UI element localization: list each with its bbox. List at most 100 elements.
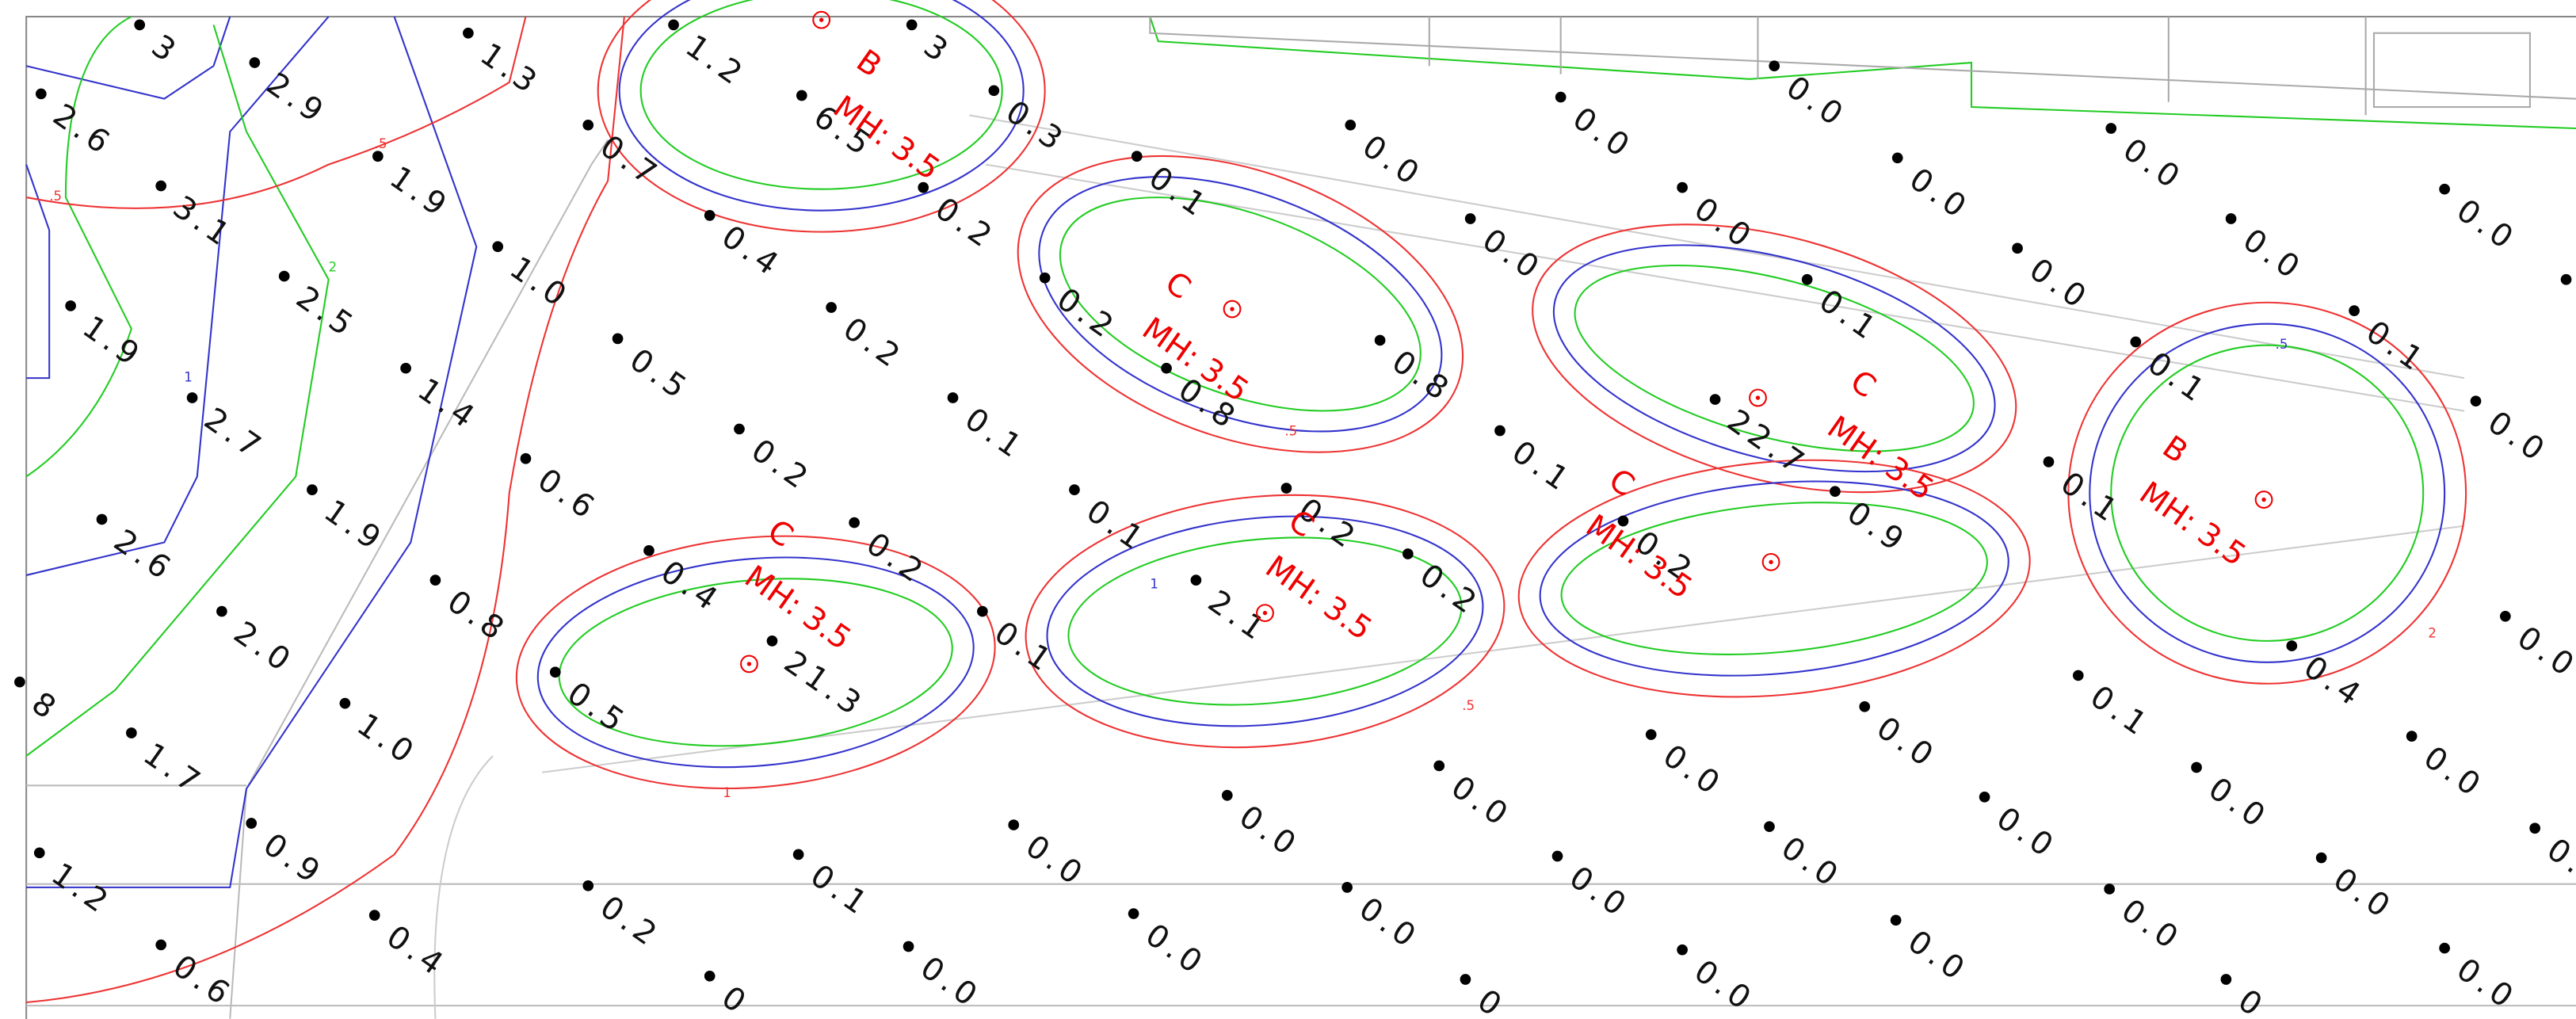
- reading-dot: [1280, 483, 1292, 494]
- reading-value: 0: [1471, 983, 1512, 1019]
- reading-dot: [2470, 395, 2482, 407]
- reading-value: 0.6: [531, 461, 605, 528]
- reading-dot: [249, 57, 261, 68]
- reading-dot: [1374, 334, 1386, 346]
- reading-dot: [2130, 336, 2142, 348]
- reading-dot: [2286, 640, 2298, 651]
- reading-dot: [2349, 305, 2360, 316]
- reading-dot: [549, 666, 561, 678]
- reading-dot: [134, 19, 146, 31]
- reading-value: 22.7: [1720, 403, 1815, 483]
- reading-dot: [766, 635, 778, 647]
- reading-value: 0.2: [745, 432, 819, 498]
- iso-contour: [1532, 223, 2017, 494]
- reading-value: 2.1: [1201, 583, 1275, 650]
- reading-value: 0.0: [2023, 251, 2097, 318]
- linework: [25, 16, 2576, 1019]
- contour-label: 2: [2428, 626, 2437, 641]
- iso-contour: [1025, 494, 1506, 749]
- reading-dot: [947, 392, 959, 403]
- reading-dot: [1069, 484, 1080, 495]
- reading-dot: [1341, 882, 1353, 893]
- reading-value: 0.0: [1656, 738, 1730, 804]
- reading-dot: [1830, 486, 1841, 498]
- reading-dot: [582, 119, 594, 131]
- fixture-mounting: MH: 3.5: [2133, 475, 2253, 574]
- walkway: [26, 139, 2576, 1019]
- reading-dot: [988, 85, 1000, 97]
- reading-dot: [400, 362, 411, 374]
- reading-value: 0.0: [1563, 859, 1636, 925]
- reading-value: 0.2: [1050, 281, 1124, 347]
- reading-dot: [849, 517, 860, 529]
- reading-dot: [643, 544, 654, 556]
- reading-value: 0.0: [1990, 800, 2063, 867]
- reading-value: 0.0: [2236, 222, 2310, 288]
- fixture-type: C: [1158, 265, 1197, 307]
- reading-value: 0.1: [988, 614, 1062, 681]
- reading-value: 2.6: [47, 97, 120, 163]
- reading-value: 0.0: [2326, 861, 2400, 927]
- reading-value: 0.0: [1901, 923, 1975, 990]
- reading-value: 1.0: [503, 250, 577, 316]
- reading-value: 2.9: [260, 66, 334, 132]
- reading-dot: [792, 849, 804, 861]
- fixture-center: [1230, 307, 1235, 311]
- reading-value: 0.0: [1475, 222, 1549, 288]
- reading-dot: [368, 910, 380, 921]
- fixture-type: C: [1602, 461, 1641, 503]
- reading-value: 0.0: [1902, 161, 1976, 227]
- building-outline: [1149, 16, 2576, 130]
- reading-value: 0.1: [803, 857, 877, 924]
- reading-dot: [1859, 700, 1871, 712]
- contour-label: 1: [723, 785, 731, 800]
- reading-dot: [278, 270, 290, 282]
- reading-dot: [1464, 213, 1476, 224]
- reading-dot: [126, 727, 137, 738]
- iso-contour: [639, 0, 1003, 190]
- reading-value: 0: [2231, 983, 2273, 1019]
- contour-label: 2: [329, 259, 338, 274]
- reading-value: 0.2: [593, 888, 667, 955]
- path-edge: [433, 114, 2465, 1019]
- reading-value: 0.0: [1688, 952, 1761, 1019]
- reading-dot: [1221, 789, 1233, 801]
- reading-value: 1.9: [384, 159, 457, 226]
- reading-dot: [1345, 119, 1357, 131]
- fixture-center: [819, 17, 824, 22]
- reading-dot: [1039, 272, 1051, 284]
- iso-contour: [1539, 480, 2009, 677]
- reading-dot: [903, 941, 914, 952]
- reading-dot: [2406, 731, 2418, 742]
- reading-value: 2.0: [227, 614, 301, 681]
- fixture-center: [1755, 395, 1761, 400]
- reading-value: 1.9: [76, 309, 150, 376]
- reading-value: 1.2: [679, 28, 753, 94]
- reading-value: 2.7: [197, 401, 271, 468]
- readings: 32.92.61.30.71.93.11.02.51.90.46.50.20.2…: [14, 10, 2576, 1019]
- reading-value: 0.0: [1870, 709, 1944, 776]
- reading-dot: [216, 605, 227, 617]
- iso-contour: [2067, 301, 2467, 685]
- reading-dot: [2225, 213, 2237, 224]
- reading-dot: [65, 300, 76, 311]
- reading-dot: [2439, 183, 2450, 195]
- reading-value: 0.0: [2511, 619, 2576, 685]
- reading-value: 0.0: [1775, 830, 1849, 896]
- iso-contour: [515, 535, 996, 790]
- reading-dot: [1131, 151, 1143, 162]
- fixture-symbol: [740, 655, 758, 674]
- reading-dot: [2529, 822, 2541, 834]
- fixture-center: [2261, 497, 2266, 502]
- reading-value: 0.0: [1232, 798, 1306, 864]
- reading-value: 21.3: [777, 644, 872, 725]
- reading-dot: [704, 970, 716, 982]
- iso-contour: [1017, 155, 1464, 453]
- reading-value: 0.0: [2481, 404, 2555, 471]
- reading-dot: [2191, 761, 2202, 773]
- reading-value: 1.9: [318, 493, 391, 559]
- reading-value: 0.0: [2450, 951, 2524, 1017]
- reading-dot: [2439, 942, 2450, 954]
- reading-value: 3: [145, 28, 186, 72]
- reading-value: 0.0: [2417, 739, 2490, 806]
